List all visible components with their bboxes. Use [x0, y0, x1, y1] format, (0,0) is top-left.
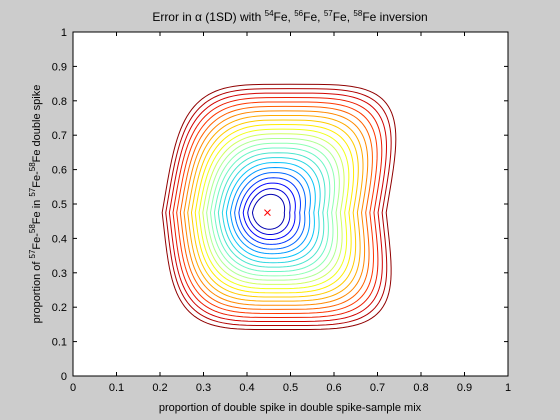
contour-line [238, 177, 301, 245]
contour-line [198, 128, 350, 290]
x-tick-label: 0.1 [109, 382, 124, 394]
contour-line [187, 114, 364, 302]
contour-line [190, 119, 359, 298]
contour-line [229, 167, 311, 255]
contour-line [209, 142, 336, 277]
x-tick-label: 0.7 [370, 382, 385, 394]
y-axis-label: proportion of 57Fe-58Fe in 57Fe-58Fe dou… [28, 85, 43, 324]
optimum-marker-stroke [264, 209, 271, 216]
contour-line [168, 92, 388, 323]
y-tick-labels: 0 0.1 0.2 0.3 0.4 0.5 0.6 0.7 0.8 0.9 1 [52, 27, 67, 383]
plot-area [72, 31, 509, 377]
contour-line [172, 97, 383, 319]
contour-line [221, 157, 321, 264]
x-tick-label: 0.5 [283, 382, 298, 394]
contour-line [217, 152, 326, 268]
x-tick-label: 0.2 [152, 382, 167, 394]
y-tick-label: 1 [61, 27, 67, 39]
contour-line [225, 162, 316, 259]
contour-line [234, 172, 306, 250]
x-tick-label: 0.6 [326, 382, 341, 394]
axis-ticks [72, 31, 509, 377]
y-tick-label: 0.9 [52, 61, 67, 73]
y-tick-label: 0.7 [52, 130, 67, 142]
contour-lines [161, 83, 397, 331]
x-tick-label: 0.9 [457, 382, 472, 394]
chart-title: Error in α (1SD) with 54Fe, 56Fe, 57Fe, … [152, 9, 427, 24]
y-tick-label: 0.6 [52, 165, 67, 177]
contour-line [161, 83, 397, 331]
contour-line [183, 110, 369, 306]
contour-line [247, 188, 291, 236]
x-axis-label: proportion of double spike in double spi… [159, 402, 422, 414]
title-isotope-mass: 56 [294, 9, 303, 18]
contour-line [194, 124, 355, 294]
optimum-marker [264, 209, 271, 216]
x-tick-label: 0 [70, 382, 76, 394]
y-tick-label: 0.8 [52, 96, 67, 108]
x-tick-label: 1 [505, 382, 511, 394]
x-tick-label: 0.4 [239, 382, 254, 394]
contour-line [202, 133, 345, 285]
contour-line [242, 182, 296, 241]
contour-line [213, 147, 331, 273]
contour-line [179, 105, 373, 310]
title-isotope-mass: 57 [324, 9, 333, 18]
y-tick-label: 0.4 [52, 233, 67, 245]
y-tick-label: 0.1 [52, 337, 67, 349]
y-tick-label: 0.2 [52, 302, 67, 314]
contour-line [165, 88, 392, 327]
y-tick-label: 0.3 [52, 268, 67, 280]
x-tick-labels: 0 0.1 0.2 0.3 0.4 0.5 0.6 0.7 0.8 0.9 1 [70, 382, 511, 394]
x-tick-label: 0.3 [196, 382, 211, 394]
y-tick-label: 0 [61, 371, 67, 383]
contour-line [251, 193, 286, 230]
x-tick-label: 0.8 [413, 382, 428, 394]
title-isotope-mass: 54 [265, 9, 274, 18]
title-isotope-mass: 58 [353, 9, 362, 18]
y-tick-label: 0.5 [52, 199, 67, 211]
contour-line [176, 101, 378, 314]
contour-line [206, 137, 340, 281]
